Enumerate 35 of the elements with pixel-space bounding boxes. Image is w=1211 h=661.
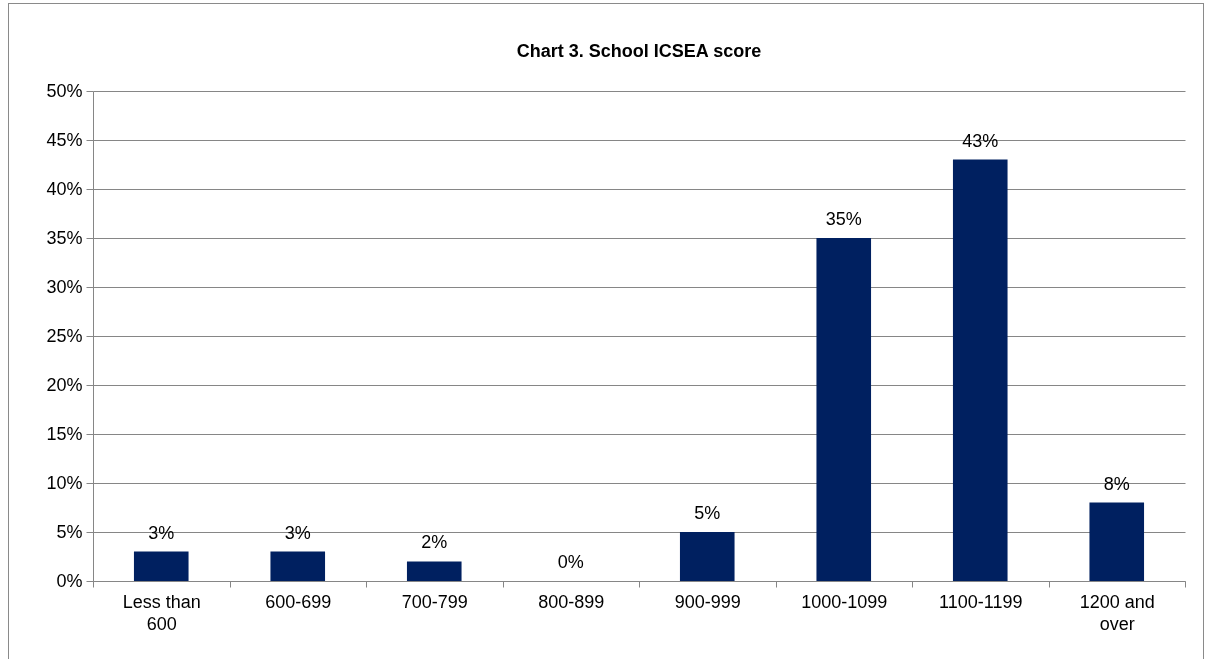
bar xyxy=(952,159,1008,581)
bar xyxy=(679,532,735,581)
x-tick-label: 700-799 xyxy=(401,591,468,612)
x-tick-label: Less than 600 xyxy=(122,591,201,634)
x-tick-label: 800-899 xyxy=(538,591,605,612)
x-tick-label: 600-699 xyxy=(265,591,332,612)
y-tick-label: 30% xyxy=(46,276,83,297)
y-tick-label: 40% xyxy=(46,178,83,199)
data-label: 3% xyxy=(148,522,175,543)
data-label: 3% xyxy=(284,522,311,543)
y-tick-label: 0% xyxy=(56,570,83,591)
bar xyxy=(133,551,189,581)
data-label: 8% xyxy=(1103,473,1130,494)
y-tick-label: 5% xyxy=(56,521,83,542)
data-label: 2% xyxy=(421,532,448,553)
data-label: 5% xyxy=(694,503,721,523)
y-tick-label: 10% xyxy=(46,472,83,493)
x-tick-label: 1000-1099 xyxy=(801,591,888,612)
y-tick-label: 20% xyxy=(46,374,83,395)
y-tick-label: 15% xyxy=(46,423,83,444)
bar xyxy=(270,551,326,581)
data-label: 0% xyxy=(557,552,584,572)
data-label: 35% xyxy=(825,209,862,229)
y-tick-label: 50% xyxy=(46,80,83,101)
data-label: 43% xyxy=(962,130,999,151)
chart-title: Chart 3. School ICSEA score xyxy=(516,41,762,61)
x-tick-label: 1100-1199 xyxy=(939,591,1023,612)
bar xyxy=(1089,502,1145,581)
y-tick-label: 25% xyxy=(46,325,83,346)
bar xyxy=(406,561,462,581)
y-tick-label: 45% xyxy=(46,129,83,150)
x-tick-label: 1200 and over xyxy=(1079,591,1155,634)
bar xyxy=(816,238,872,581)
x-tick-label: 900-999 xyxy=(674,591,741,612)
y-tick-label: 35% xyxy=(46,227,83,248)
